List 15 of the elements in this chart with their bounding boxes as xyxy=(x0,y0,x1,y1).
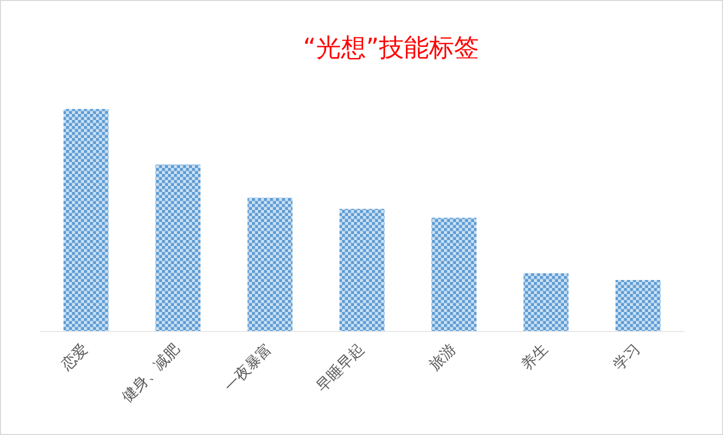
x-tick-label: 旅游 xyxy=(426,340,460,374)
x-tick-label: 健身、减肥 xyxy=(118,340,184,406)
bar xyxy=(156,164,200,331)
x-tick-label: 早睡早起 xyxy=(313,340,368,396)
x-tick-label: 一夜暴富 xyxy=(221,340,276,396)
bar xyxy=(248,198,292,331)
x-tick-label: 养生 xyxy=(518,340,552,374)
bar xyxy=(616,280,660,331)
bar xyxy=(432,218,476,331)
chart-title: “光想”技能标签 xyxy=(303,33,479,62)
x-tick-label: 恋爱 xyxy=(58,340,92,375)
bar xyxy=(340,208,384,331)
bar xyxy=(524,273,568,331)
bar xyxy=(64,109,108,331)
x-tick-label: 学习 xyxy=(610,340,644,374)
